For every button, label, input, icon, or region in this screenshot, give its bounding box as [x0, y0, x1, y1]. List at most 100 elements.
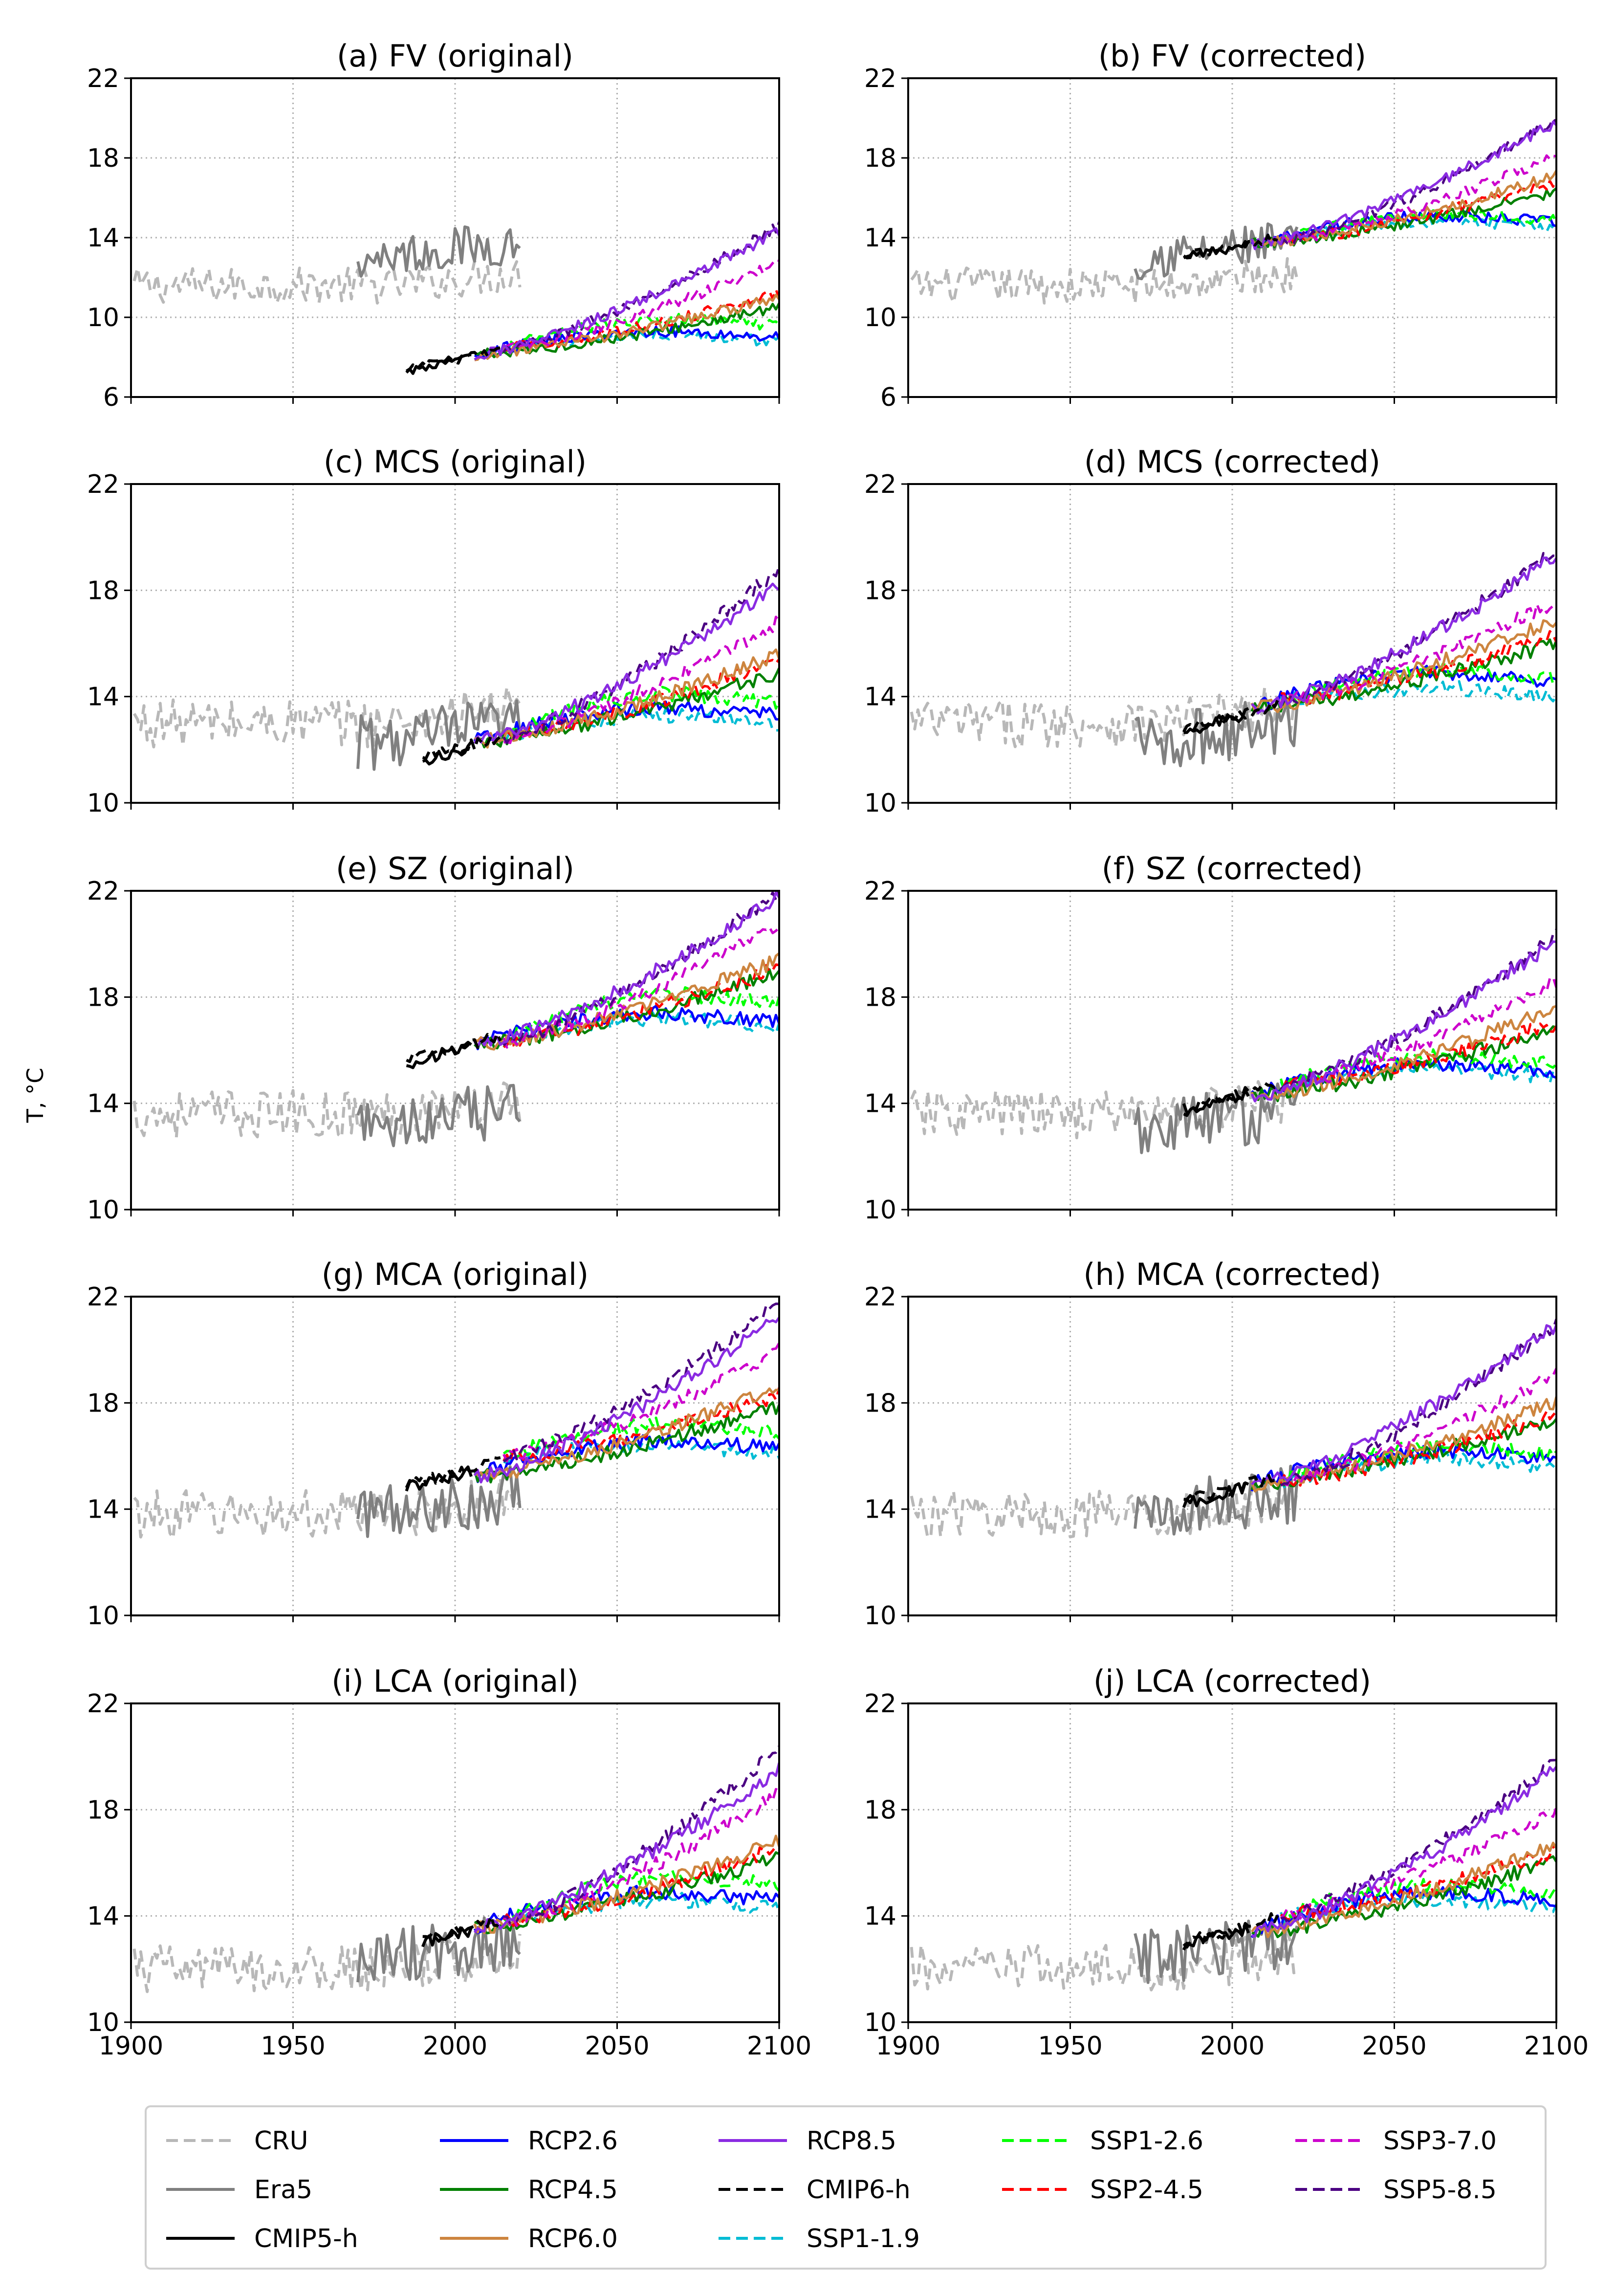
era5-series — [1134, 1464, 1299, 1536]
rcp60-series — [1250, 1005, 1556, 1103]
y-tick-label: 10 — [87, 2008, 119, 2037]
axes-frame — [907, 1296, 1557, 1616]
cru-series — [910, 1479, 1299, 1539]
rcp85-series — [1251, 1766, 1556, 1938]
legend-label-era5: Era5 — [254, 2175, 312, 2205]
ssp370-series — [503, 616, 779, 744]
y-tick-label: 6 — [103, 383, 119, 412]
axes-frame — [130, 1702, 780, 2023]
rcp60-series — [474, 293, 779, 361]
y-tick-label: 18 — [864, 576, 896, 605]
rcp45-series — [473, 1401, 779, 1484]
y-tick-label: 14 — [87, 223, 119, 253]
legend-label-cmip6h: CMIP6-h — [807, 2175, 911, 2205]
cmip6-hist-series — [405, 1456, 501, 1489]
panel-title: (g) MCA (original) — [322, 1257, 589, 1292]
panel-title: (c) MCS (original) — [324, 444, 587, 480]
x-tick-label: 1900 — [99, 2031, 163, 2061]
y-tick-label: 22 — [864, 470, 896, 499]
y-tick-label: 22 — [87, 1282, 119, 1312]
legend-label-rcp60: RCP6.0 — [528, 2224, 618, 2253]
rcp60-series — [474, 1387, 779, 1480]
y-tick-label: 14 — [864, 223, 896, 253]
x-tick-label: 1900 — [876, 2031, 940, 2061]
ssp370-series — [1279, 603, 1556, 706]
y-tick-label: 14 — [864, 683, 896, 712]
rcp85-series — [1250, 120, 1556, 250]
legend: CRU Era5 CMIP5-h RCP2.6 RCP4.5 RCP6.0 RCP8.5 CM… — [145, 2105, 1547, 2270]
ssp126-series — [502, 685, 779, 743]
rcp60-series — [473, 1834, 779, 1935]
x-tick-label: 2000 — [423, 2031, 487, 2061]
rcp60-series — [1250, 1841, 1556, 1939]
cru-series — [133, 1477, 522, 1540]
y-tick-label: 10 — [87, 303, 119, 332]
legend-label-ssp585: SSP5-8.5 — [1383, 2175, 1497, 2205]
ssp370-series — [502, 1342, 779, 1462]
panel-title: (j) LCA (corrected) — [1093, 1663, 1371, 1699]
rcp85-series — [473, 891, 779, 1048]
y-tick-label: 10 — [864, 1195, 896, 1225]
ssp126-series — [1280, 1438, 1556, 1486]
cmip6-hist-series — [1182, 1912, 1279, 1949]
y-tick-label: 10 — [87, 789, 119, 818]
y-tick-label: 22 — [87, 1689, 119, 1719]
ssp126-series — [502, 986, 779, 1048]
y-tick-label: 10 — [864, 789, 896, 818]
panel-title: (h) MCA (corrected) — [1083, 1257, 1381, 1292]
ssp245-series — [503, 963, 779, 1048]
rcp85-series — [473, 582, 779, 744]
ssp126-series — [1281, 1876, 1556, 1920]
y-tick-label: 10 — [864, 2008, 896, 2037]
x-tick-label: 2100 — [747, 2031, 811, 2061]
cru-series — [910, 1930, 1298, 1992]
y-tick-label: 22 — [864, 1689, 896, 1719]
cmip5-hist-series — [406, 1040, 472, 1069]
panel-title: (a) FV (original) — [337, 38, 573, 74]
cmip5-hist-series — [1183, 240, 1250, 260]
ssp585-series — [503, 1745, 779, 1924]
axes-frame — [907, 890, 1557, 1211]
ssp245-series — [1280, 178, 1556, 245]
y-tick-label: 14 — [864, 1495, 896, 1524]
era5-series — [356, 225, 521, 278]
panel-3: (c) MCS (original) 10 14 18 22 — [87, 444, 780, 818]
y-tick-label: 18 — [87, 983, 119, 1012]
panel-8: (h) MCA (corrected) 10 14 18 22 — [864, 1257, 1557, 1631]
cru-series — [132, 260, 522, 305]
y-tick-label: 18 — [864, 1795, 896, 1825]
y-tick-label: 10 — [864, 1601, 896, 1631]
cru-series — [910, 1076, 1299, 1140]
panel-10: (j) LCA (corrected) 10 14 18 22 1900 1950 2000 2… — [864, 1663, 1589, 2061]
panel-4: (d) MCS (corrected) 10 14 18 22 — [864, 444, 1557, 818]
legend-label-rcp85: RCP8.5 — [807, 2126, 896, 2156]
y-tick-label: 22 — [87, 64, 119, 93]
ssp585-series — [502, 891, 779, 1047]
ssp585-series — [1281, 1759, 1556, 1923]
ssp245-series — [502, 1845, 779, 1928]
y-tick-label: 22 — [864, 64, 896, 93]
cmip5-hist-series — [1182, 1922, 1250, 1951]
y-axis-label: T, °C — [22, 1068, 48, 1123]
cru-series — [910, 257, 1299, 305]
cmip6-hist-series — [406, 1032, 502, 1063]
cru-series — [132, 685, 522, 749]
panel-title: (b) FV (corrected) — [1098, 38, 1366, 74]
y-tick-label: 10 — [87, 1601, 119, 1631]
cmip5-hist-series — [1183, 1088, 1250, 1117]
rcp85-series — [1251, 556, 1556, 714]
rcp45-series — [474, 1851, 779, 1935]
x-tick-label: 2050 — [1362, 2031, 1426, 2061]
cmip5-hist-series — [1183, 707, 1249, 734]
y-tick-label: 14 — [87, 1902, 119, 1931]
x-tick-label: 2050 — [585, 2031, 649, 2061]
cru-series — [132, 1934, 522, 1993]
y-tick-label: 18 — [87, 576, 119, 605]
cmip5-hist-series — [422, 741, 473, 766]
rcp45-series — [1250, 638, 1556, 714]
ssp370-series — [502, 926, 779, 1049]
legend-label-cmip5h: CMIP5-h — [254, 2224, 358, 2253]
y-tick-label: 14 — [864, 1089, 896, 1119]
y-tick-label: 18 — [87, 144, 119, 173]
y-tick-label: 14 — [864, 1902, 896, 1931]
